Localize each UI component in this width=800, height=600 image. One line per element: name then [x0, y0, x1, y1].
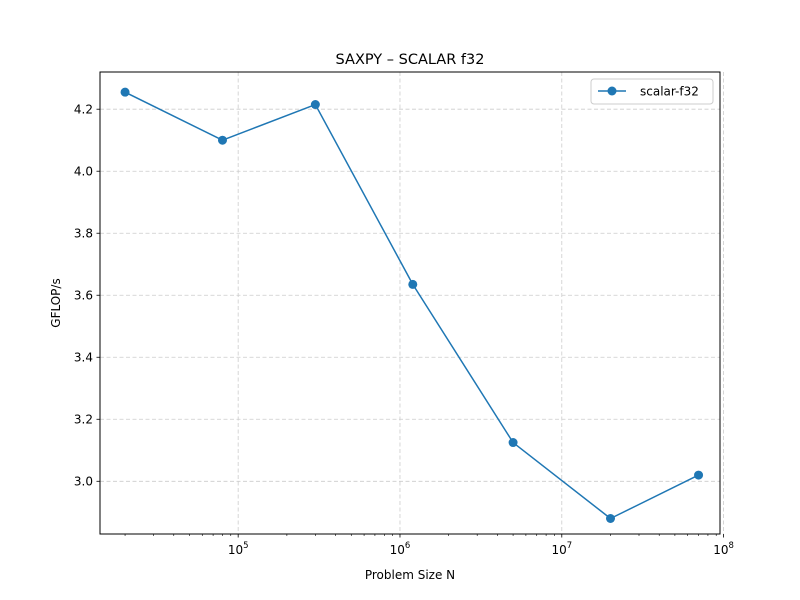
- data-point: [217, 135, 227, 145]
- series-layer: [120, 87, 704, 523]
- x-axis-label: Problem Size N: [365, 568, 455, 582]
- y-tick-label: 3.0: [74, 475, 93, 489]
- x-tick-label-base: 10: [551, 543, 566, 557]
- data-point: [408, 279, 418, 289]
- y-tick-label: 4.2: [74, 103, 93, 117]
- legend-marker-swatch: [607, 86, 617, 96]
- y-tick-label: 3.8: [74, 227, 93, 241]
- legend: scalar-f32: [590, 78, 714, 105]
- x-tick-label-exponent: 8: [729, 541, 734, 551]
- x-tick-label: 106: [390, 541, 411, 557]
- x-tick-label: 108: [713, 541, 734, 557]
- x-tick-label: 105: [228, 541, 249, 557]
- data-point: [606, 513, 616, 523]
- y-axis-label: GFLOP/s: [49, 278, 63, 327]
- y-tick-label: 3.6: [74, 289, 93, 303]
- chart-title: SAXPY – SCALAR f32: [336, 52, 485, 68]
- y-tick-label: 3.2: [74, 413, 93, 427]
- y-tick-label: 4.0: [74, 165, 93, 179]
- plot-frame: [99, 71, 721, 535]
- x-tick-label-exponent: 5: [243, 541, 248, 551]
- grid: [100, 72, 725, 534]
- data-point: [120, 87, 130, 97]
- x-tick-label-base: 10: [713, 543, 728, 557]
- legend-label: scalar-f32: [640, 85, 699, 99]
- y-tick-label: 3.4: [74, 351, 93, 365]
- data-point: [310, 100, 320, 110]
- x-tick-label: 107: [551, 541, 572, 557]
- x-tick-label-base: 10: [390, 543, 405, 557]
- x-tick-label-exponent: 6: [405, 541, 410, 551]
- x-tick-label-exponent: 7: [567, 541, 572, 551]
- x-tick-label-base: 10: [228, 543, 243, 557]
- data-point: [694, 470, 704, 480]
- legend-box: [590, 78, 714, 105]
- data-point: [508, 438, 518, 448]
